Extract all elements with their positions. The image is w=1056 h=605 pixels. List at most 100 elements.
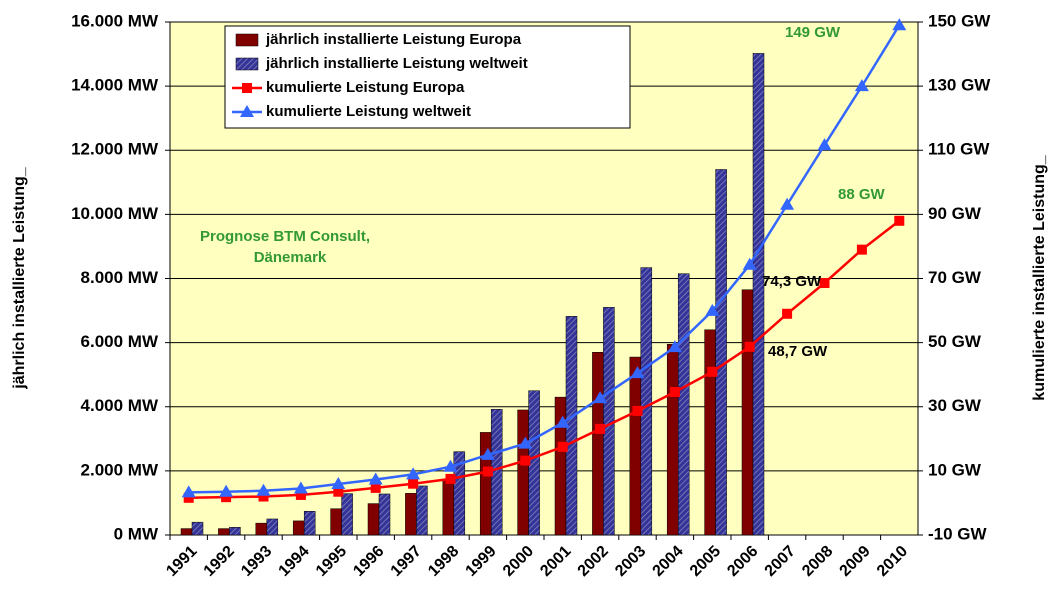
- bar: [666, 343, 679, 536]
- legend-swatch: [235, 33, 259, 47]
- x-tick-label: 2007: [762, 543, 799, 580]
- y-tick-label: 10.000 MW: [71, 204, 159, 223]
- x-tick-label: 2010: [874, 543, 911, 580]
- bar: [191, 521, 204, 536]
- bar: [218, 528, 230, 536]
- legend-label: kumulierte Leistung Europa: [266, 79, 465, 96]
- bar: [640, 267, 653, 536]
- y2-tick-label: 90 GW: [928, 204, 982, 223]
- legend-label: jährlich installierte Leistung Europa: [265, 31, 522, 48]
- legend-box: [224, 25, 631, 129]
- marker: [256, 483, 271, 496]
- marker: [183, 492, 194, 503]
- marker: [480, 447, 495, 460]
- marker: [632, 405, 643, 416]
- marker: [557, 441, 568, 452]
- y2-tick-label: 130 GW: [928, 76, 991, 95]
- marker: [707, 366, 718, 377]
- x-tick-label: 2002: [575, 543, 612, 580]
- y-tick-label: 4.000 MW: [81, 396, 159, 415]
- marker: [593, 391, 608, 404]
- legend: jährlich installierte Leistung Europa jäh…: [224, 25, 631, 129]
- marker: [705, 303, 720, 316]
- marker: [780, 197, 795, 210]
- marker: [370, 482, 381, 493]
- bar: [330, 508, 342, 536]
- x-tick-label: 2006: [724, 543, 761, 580]
- marker: [892, 18, 907, 31]
- x-tick-label: 1997: [388, 543, 425, 580]
- marker: [518, 436, 533, 449]
- x-tick-label: 1992: [201, 543, 238, 580]
- y2-tick-label: 30 GW: [928, 396, 982, 415]
- x-tick-label: 1995: [313, 543, 350, 580]
- bar: [752, 53, 765, 536]
- x-tick-label: 1998: [425, 543, 462, 580]
- x-tick-label: 2008: [799, 543, 836, 580]
- y2-tick-label: 70 GW: [928, 268, 982, 287]
- bar: [629, 356, 642, 536]
- marker: [520, 455, 531, 466]
- y-tick-label: 0 MW: [114, 524, 159, 543]
- y2-tick-label: 10 GW: [928, 460, 982, 479]
- bar: [341, 493, 353, 536]
- bar: [367, 503, 380, 536]
- y-tick-label: 16.000 MW: [71, 11, 159, 30]
- y-tick-label: 14.000 MW: [71, 76, 159, 95]
- annotation: 74,3 GW: [762, 273, 822, 290]
- x-tick-label: 2001: [537, 543, 574, 580]
- bar: [416, 485, 428, 536]
- marker: [406, 467, 421, 480]
- x-tick-label: 1991: [163, 543, 200, 580]
- x-tick-label: 1999: [463, 543, 500, 580]
- marker: [782, 308, 793, 319]
- annotation: Dänemark: [254, 249, 327, 266]
- bar: [677, 273, 690, 536]
- y-tick-label: 12.000 MW: [71, 140, 159, 159]
- y2-axis-title: kumulierte installierte Leistung_: [1031, 154, 1048, 401]
- bar: [378, 493, 391, 536]
- line: [188, 219, 901, 500]
- marker: [242, 83, 252, 93]
- line: [188, 24, 901, 494]
- marker: [856, 244, 867, 255]
- x-tick-label: 1994: [276, 543, 313, 580]
- marker: [742, 257, 757, 270]
- bar: [715, 169, 727, 536]
- marker: [368, 472, 383, 485]
- marker: [295, 489, 306, 500]
- bar: [180, 528, 193, 536]
- y2-tick-label: 150 GW: [928, 11, 991, 30]
- marker: [219, 484, 234, 497]
- annotation: 48,7 GW: [768, 343, 828, 360]
- marker: [443, 459, 458, 472]
- marker: [630, 366, 645, 379]
- legend-label: jährlich installierte Leistung weltweit: [265, 55, 528, 72]
- x-tick-label: 2004: [650, 543, 687, 580]
- y-tick-label: 2.000 MW: [81, 460, 159, 479]
- annotation: 88 GW: [838, 186, 886, 203]
- marker: [894, 215, 905, 226]
- marker: [555, 415, 570, 428]
- marker: [817, 138, 832, 151]
- marker: [595, 423, 606, 434]
- bar: [704, 329, 716, 536]
- annotation: Prognose BTM Consult,: [200, 228, 370, 245]
- y2-tick-label: 110 GW: [928, 140, 990, 159]
- marker: [408, 478, 419, 489]
- bar: [292, 520, 305, 536]
- y-axis-title: jährlich installierte Leistung_: [11, 166, 28, 389]
- marker: [819, 277, 830, 288]
- bar: [453, 451, 466, 536]
- bar: [442, 480, 455, 536]
- marker: [669, 387, 680, 398]
- marker: [293, 481, 308, 494]
- marker: [181, 485, 196, 498]
- annotation: 149 GW: [785, 24, 841, 41]
- bar: [554, 396, 567, 536]
- marker: [240, 105, 254, 117]
- legend-swatch: [235, 57, 259, 71]
- marker: [331, 477, 346, 490]
- marker: [744, 341, 755, 352]
